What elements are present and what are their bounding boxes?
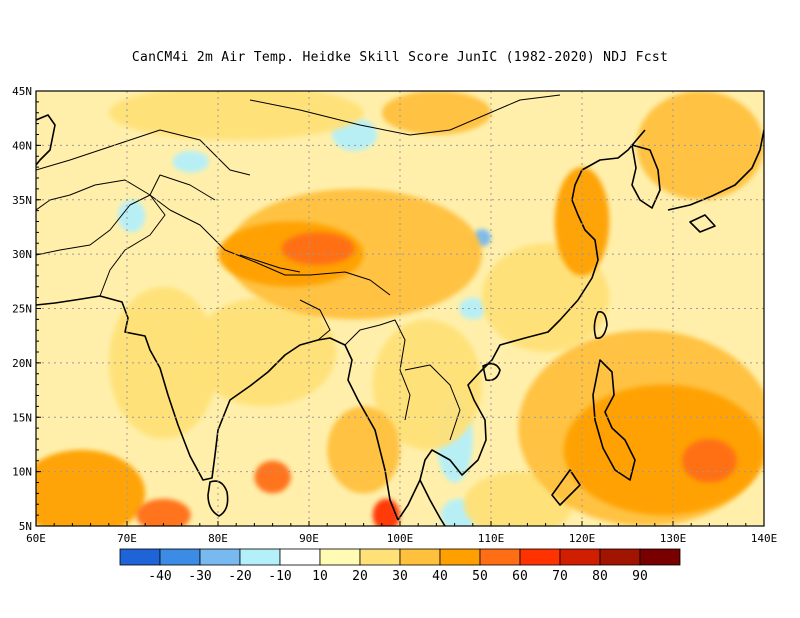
y-tick-label: 5N bbox=[19, 520, 32, 533]
colorbar-swatch-2 bbox=[199, 548, 241, 566]
skill-region-2 bbox=[117, 199, 146, 233]
border-afghanistan bbox=[36, 179, 151, 256]
skill-region-3 bbox=[459, 297, 487, 320]
coastline-malaya bbox=[419, 479, 446, 526]
y-tick-label: 25N bbox=[12, 303, 32, 316]
colorbar-label: 80 bbox=[592, 569, 608, 584]
chart-title: CanCM4i 2m Air Temp. Heidke Skill Score … bbox=[131, 50, 669, 65]
border-pakistan bbox=[99, 174, 216, 297]
skill-region-25 bbox=[682, 439, 737, 483]
y-axis: 45N 40N 35N 30N 25N 20N 15N 10N 5N bbox=[12, 85, 41, 533]
colorbar-label: 70 bbox=[552, 569, 568, 584]
x-tick-label: 100E bbox=[387, 532, 414, 545]
y-tick-label: 45N bbox=[12, 85, 32, 98]
skill-region-23 bbox=[254, 460, 291, 494]
skill-region-6 bbox=[190, 297, 337, 407]
skill-region-26 bbox=[372, 498, 400, 526]
coastline-korea bbox=[631, 144, 661, 209]
colorbar-label: -20 bbox=[228, 569, 251, 584]
skill-region-22 bbox=[136, 498, 191, 526]
coastline-taiwan bbox=[593, 310, 608, 340]
border-nepal bbox=[239, 254, 301, 273]
colorbar-label: 90 bbox=[632, 569, 648, 584]
x-tick-label: 120E bbox=[569, 532, 596, 545]
colorbar-swatch-12 bbox=[599, 548, 641, 566]
skill-region-17 bbox=[381, 91, 491, 135]
skill-region-13 bbox=[327, 406, 400, 494]
colorbar-label: -40 bbox=[148, 569, 171, 584]
colorbar-swatch-3 bbox=[239, 548, 281, 566]
x-axis: 60E 70E 80E 90E 100E 110E 120E 130E 140E bbox=[26, 521, 777, 545]
x-tick-label: 110E bbox=[478, 532, 505, 545]
x-tick-label: 140E bbox=[751, 532, 778, 545]
x-tick-label: 80E bbox=[208, 532, 228, 545]
colorbar-label: 60 bbox=[512, 569, 528, 584]
border-himalaya bbox=[149, 194, 391, 296]
colorbar-swatch-11 bbox=[559, 548, 601, 566]
coastline-china bbox=[397, 129, 646, 521]
skill-region-24 bbox=[281, 232, 355, 265]
colorbar-swatch-0 bbox=[119, 548, 161, 566]
y-tick-label: 15N bbox=[12, 411, 32, 424]
x-tick-label: 130E bbox=[660, 532, 687, 545]
coastline-philippines bbox=[551, 359, 636, 506]
colorbar-label: 50 bbox=[472, 569, 488, 584]
colorbar-label: -30 bbox=[188, 569, 211, 584]
y-tick-label: 30N bbox=[12, 248, 32, 261]
border-central-asia bbox=[36, 129, 251, 176]
colorbar-swatch-10 bbox=[519, 548, 561, 566]
y-tick-label: 10N bbox=[12, 466, 32, 479]
border-thailand bbox=[404, 364, 461, 441]
colorbar-swatch-13 bbox=[639, 548, 681, 566]
colorbar-label: -10 bbox=[268, 569, 291, 584]
border-layer bbox=[36, 94, 561, 441]
colorbar-swatch-1 bbox=[159, 548, 201, 566]
coastline-sri-lanka bbox=[207, 480, 229, 517]
border-myanmar bbox=[344, 319, 411, 421]
skill-region-18 bbox=[36, 449, 146, 526]
colorbar-swatch-5 bbox=[319, 548, 361, 566]
colorbar-label: 40 bbox=[432, 569, 448, 584]
skill-region-9 bbox=[372, 319, 482, 450]
x-tick-label: 90E bbox=[299, 532, 319, 545]
colorbar-label: 10 bbox=[312, 569, 328, 584]
gridlines bbox=[36, 91, 764, 526]
skill-region-5 bbox=[172, 150, 209, 173]
colorbar-swatch-6 bbox=[359, 548, 401, 566]
skill-region-11 bbox=[108, 91, 364, 140]
y-tick-label: 35N bbox=[12, 194, 32, 207]
colorbar-swatch-8 bbox=[439, 548, 481, 566]
coastline-japan bbox=[667, 129, 764, 233]
x-tick-label: 60E bbox=[26, 532, 46, 545]
coastline-hainan bbox=[482, 362, 501, 382]
border-mongolia bbox=[249, 94, 561, 136]
coastline-caspian bbox=[36, 114, 56, 166]
colorbar-label: 30 bbox=[392, 569, 408, 584]
colorbar: -40 -30 -20 -10 10 20 30 40 50 60 70 80 90 bbox=[119, 548, 681, 584]
y-tick-label: 20N bbox=[12, 357, 32, 370]
coastline-layer bbox=[36, 114, 764, 526]
border-bangladesh bbox=[299, 299, 331, 341]
colorbar-label: 20 bbox=[352, 569, 368, 584]
colorbar-swatch-4 bbox=[279, 548, 321, 566]
skill-region-15 bbox=[636, 91, 764, 200]
skill-field bbox=[36, 91, 764, 526]
x-tick-label: 70E bbox=[117, 532, 137, 545]
colorbar-swatch-9 bbox=[479, 548, 521, 566]
colorbar-swatch-7 bbox=[399, 548, 441, 566]
y-tick-label: 40N bbox=[12, 139, 32, 152]
